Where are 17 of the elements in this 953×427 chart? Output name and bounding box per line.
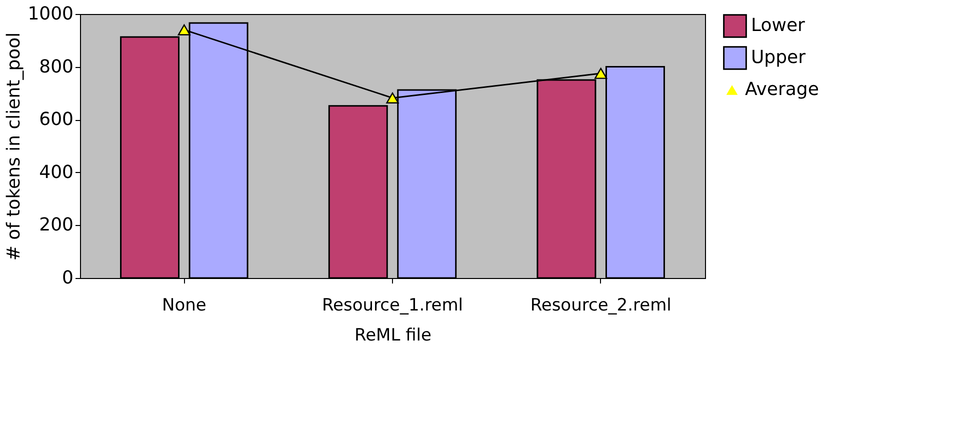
x-axis-title: ReML file (354, 326, 432, 346)
y-tick-label: 600 (39, 109, 74, 130)
y-tick-label: 800 (39, 56, 74, 78)
x-tick-label: Resource_1.reml (322, 296, 464, 316)
y-tick-label: 200 (39, 214, 74, 236)
x-tick-label: None (162, 296, 206, 316)
x-tick-label: Resource_2.reml (530, 296, 672, 316)
point (386, 92, 399, 104)
legend-label: Upper (751, 47, 806, 68)
y-tick-label: 0 (62, 268, 74, 288)
y-axis-title: # of tokens in client_pool (4, 32, 25, 261)
y-tick-label: 1000 (28, 4, 74, 24)
legend-label: Lower (751, 15, 806, 36)
point (594, 68, 608, 79)
legend-label: Average (745, 79, 819, 100)
point (178, 24, 190, 36)
y-tick-label: 400 (39, 162, 74, 183)
